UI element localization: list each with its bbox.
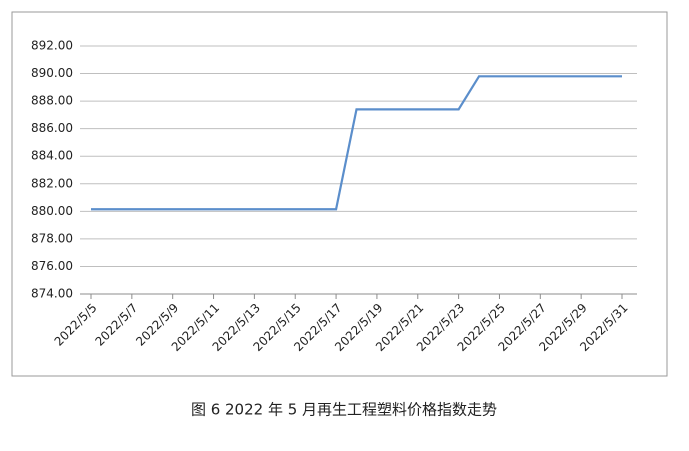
data-line: [91, 75, 622, 211]
y-tick-label: 878.00: [31, 231, 73, 245]
y-tick-label: 874.00: [31, 287, 73, 301]
y-tick-label: 884.00: [31, 149, 73, 163]
y-tick-label: 890.00: [31, 66, 73, 80]
y-tick-label: 876.00: [31, 259, 73, 273]
y-tick-label: 882.00: [31, 176, 73, 190]
x-tick-label: 2022/5/5: [52, 301, 100, 349]
y-tick-label: 888.00: [31, 94, 73, 108]
y-tick-label: 886.00: [31, 121, 73, 135]
x-tick-label: 2022/5/7: [92, 301, 140, 349]
caption: 图 6 2022 年 5 月再生工程塑料价格指数走势: [191, 401, 497, 419]
y-tick-label: 892.00: [31, 39, 73, 53]
chart-frame: [11, 11, 668, 377]
y-tick-label: 880.00: [31, 204, 73, 218]
